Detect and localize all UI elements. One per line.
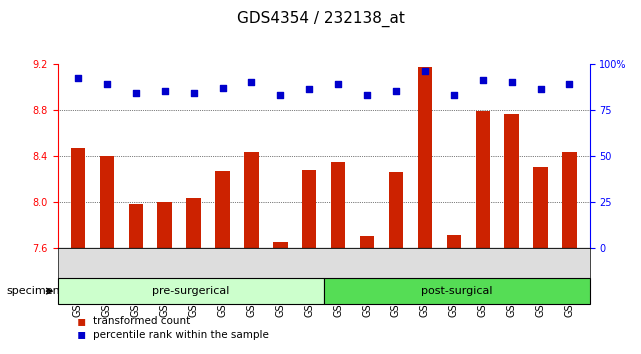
Point [275, 92, 285, 98]
Bar [99, 156, 114, 354]
Point [73, 76, 83, 81]
Text: transformed count: transformed count [93, 316, 190, 326]
Point [160, 88, 170, 94]
Point [188, 90, 199, 96]
Bar [360, 236, 374, 354]
Bar [331, 161, 345, 354]
Bar [158, 202, 172, 354]
Bar [533, 167, 548, 354]
Point [362, 92, 372, 98]
Point [333, 81, 344, 87]
Point [131, 90, 141, 96]
Text: ▪: ▪ [77, 327, 87, 342]
Bar [244, 152, 259, 354]
Point [217, 85, 228, 91]
Text: ▪: ▪ [77, 314, 87, 328]
Point [506, 79, 517, 85]
Bar [215, 171, 229, 354]
Point [304, 87, 314, 92]
Bar [388, 172, 403, 354]
Text: GDS4354 / 232138_at: GDS4354 / 232138_at [237, 11, 404, 27]
Bar [129, 204, 143, 354]
Point [246, 79, 256, 85]
Bar [187, 198, 201, 354]
Bar [447, 235, 461, 354]
Bar [504, 114, 519, 354]
Point [564, 81, 574, 87]
Point [478, 78, 488, 83]
Text: pre-surgerical: pre-surgerical [152, 286, 229, 296]
Bar [418, 67, 432, 354]
Point [449, 92, 459, 98]
Bar [273, 242, 288, 354]
Text: post-surgical: post-surgical [421, 286, 492, 296]
Point [420, 68, 430, 74]
Point [535, 87, 545, 92]
Text: specimen: specimen [6, 286, 60, 296]
Bar [71, 148, 85, 354]
Point [391, 88, 401, 94]
Bar [302, 170, 317, 354]
Point [102, 81, 112, 87]
Text: percentile rank within the sample: percentile rank within the sample [93, 330, 269, 339]
Bar [476, 111, 490, 354]
Bar [562, 152, 577, 354]
